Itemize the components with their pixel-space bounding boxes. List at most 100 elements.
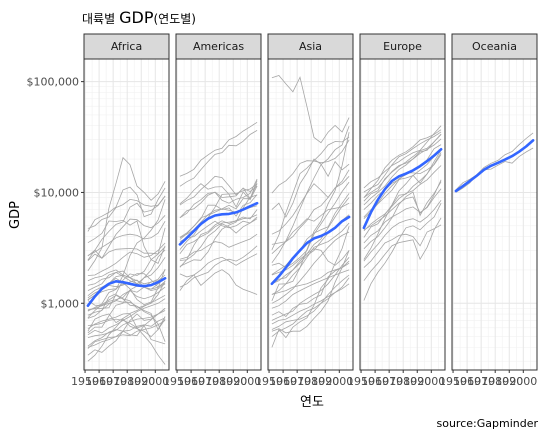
y-tick-label: $10,000: [34, 186, 80, 199]
x-tick-label: 1970: [375, 375, 403, 388]
country-line-americas-11: [179, 183, 258, 250]
x-tick-label: 1980: [205, 375, 233, 388]
country-line-asia-17: [271, 197, 350, 285]
x-tick-label: 1960: [269, 375, 297, 388]
x-tick-label: 1950: [347, 375, 375, 388]
country-line-asia-10: [271, 181, 350, 269]
x-axis-title: 연도: [300, 395, 324, 410]
country-line-europe-6: [363, 149, 442, 260]
country-line-americas-2: [179, 130, 258, 187]
country-line-africa-25: [87, 280, 166, 310]
country-line-asia-22: [271, 262, 350, 295]
country-line-africa-4: [87, 199, 166, 312]
x-tick-label: 2000: [417, 375, 445, 388]
panel-border: [359, 58, 446, 371]
trend-line-asia: [270, 215, 351, 286]
country-line-asia-11: [271, 193, 350, 275]
country-line-africa-22: [87, 195, 166, 229]
country-line-oceania-2: [455, 147, 534, 191]
trend-line-africa: [86, 276, 167, 308]
y-axis-title: GDP: [8, 201, 23, 229]
country-line-asia-7: [271, 260, 350, 318]
x-tick-label: 1950: [163, 375, 191, 388]
country-line-americas-16: [179, 183, 258, 208]
title-prefix: 대륙별: [82, 12, 115, 26]
trend-line-oceania: [454, 139, 535, 193]
panel-background: [452, 59, 537, 370]
country-line-africa-10: [87, 186, 166, 232]
country-line-americas-8: [179, 245, 258, 288]
country-line-americas-3: [179, 180, 258, 219]
x-tick-label: 1990: [311, 375, 339, 388]
country-line-asia-12: [271, 257, 350, 321]
country-line-americas-19: [179, 253, 258, 291]
chart-caption: source:Gapminder: [437, 417, 539, 430]
country-line-africa-28: [87, 318, 166, 365]
x-tick-label: 1990: [219, 375, 247, 388]
country-line-americas-1: [179, 121, 258, 177]
panel-border: [267, 58, 354, 371]
country-line-asia-24: [271, 269, 350, 309]
country-line-africa-15: [87, 246, 166, 261]
title-suffix: (연도별): [154, 12, 196, 26]
x-tick-label: 1950: [71, 375, 99, 388]
country-line-europe-18: [363, 125, 442, 189]
country-line-europe-19: [363, 188, 442, 244]
strip-europe: [359, 33, 446, 60]
strip-label-asia: Asia: [299, 40, 322, 53]
strip-africa: [83, 33, 170, 60]
x-tick-label: 1960: [177, 375, 205, 388]
country-line-africa-31: [87, 270, 166, 292]
panel-border: [83, 58, 170, 371]
y-axis: $1,000 $10,000 $100,000: [27, 76, 84, 310]
x-tick-label: 2000: [509, 375, 537, 388]
x-tick-label: 1970: [467, 375, 495, 388]
country-line-americas-13: [179, 216, 258, 261]
strip-label-americas: Americas: [193, 40, 244, 53]
x-tick-label: 2000: [325, 375, 353, 388]
country-line-americas-10: [179, 269, 258, 295]
country-line-europe-8: [363, 148, 442, 210]
panel-background: [360, 59, 445, 370]
country-line-americas-6: [179, 194, 258, 267]
country-line-asia-1: [271, 75, 350, 144]
country-line-africa-27: [87, 220, 166, 256]
country-line-africa-17: [87, 317, 166, 347]
country-line-asia-6: [271, 226, 350, 348]
country-line-americas-18: [179, 233, 258, 260]
country-line-americas-12: [179, 194, 258, 240]
y-tick-label: $100,000: [27, 76, 80, 89]
country-line-oceania-1: [455, 132, 534, 193]
x-tick-label: 1980: [113, 375, 141, 388]
country-line-africa-24: [87, 300, 166, 342]
x-tick-label: 2000: [233, 375, 261, 388]
x-tick-label: 1950: [439, 375, 467, 388]
country-line-europe-12: [363, 203, 442, 301]
country-line-americas-4: [179, 209, 258, 268]
country-line-europe-1: [363, 129, 442, 199]
x-tick-label: 1990: [127, 375, 155, 388]
country-line-africa-6: [87, 324, 166, 356]
chart-title: 대륙별 GDP(연도별): [82, 8, 196, 27]
country-line-americas-7: [179, 175, 258, 206]
country-line-asia-3: [271, 136, 350, 250]
country-line-asia-21: [271, 202, 350, 254]
x-tick-label: 1980: [481, 375, 509, 388]
country-line-europe-3: [363, 217, 442, 281]
x-tick-label: 1990: [403, 375, 431, 388]
country-line-europe-16: [363, 165, 442, 232]
trend-line-europe: [362, 148, 443, 230]
country-line-africa-9: [87, 195, 166, 257]
strip-label-europe: Europe: [383, 40, 422, 53]
country-line-asia-9: [271, 222, 350, 295]
country-line-asia-18: [271, 231, 350, 304]
country-line-africa-2: [87, 219, 166, 261]
x-tick-label: 1970: [99, 375, 127, 388]
x-tick-label: 2000: [141, 375, 169, 388]
